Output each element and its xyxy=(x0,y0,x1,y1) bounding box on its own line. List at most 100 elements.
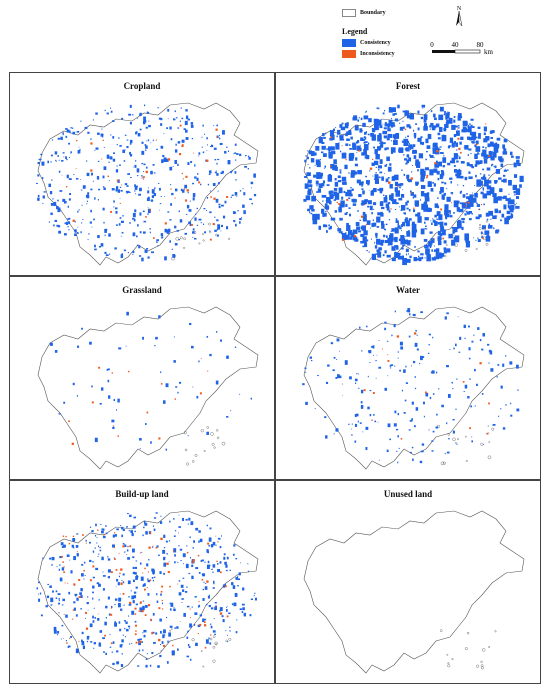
consistency-patch xyxy=(498,177,502,180)
consistency-patch xyxy=(473,237,474,239)
consistency-patch xyxy=(400,247,404,250)
consistency-patch xyxy=(334,210,338,213)
consistency-patch xyxy=(81,639,83,643)
consistency-patch xyxy=(308,150,312,155)
consistency-patch xyxy=(433,245,436,247)
consistency-patch xyxy=(390,196,394,202)
consistency-patch xyxy=(325,435,328,439)
consistency-patch xyxy=(354,423,358,427)
consistency-patch xyxy=(437,177,440,181)
consistency-patch xyxy=(65,614,68,618)
inconsistency-patch xyxy=(201,578,204,581)
consistency-patch xyxy=(492,215,497,220)
consistency-patch xyxy=(395,133,400,139)
consistency-patch xyxy=(397,132,399,135)
consistency-patch xyxy=(115,207,118,210)
consistency-patch xyxy=(432,219,436,223)
panel-title-forest: Forest xyxy=(395,81,421,91)
consistency-patch xyxy=(173,518,175,520)
consistency-patch xyxy=(368,350,372,354)
consistency-patch xyxy=(346,122,349,126)
consistency-patch xyxy=(424,193,429,198)
consistency-patch xyxy=(41,177,44,180)
consistency-patch xyxy=(385,195,388,198)
consistency-patch xyxy=(184,591,188,593)
consistency-patch xyxy=(76,178,79,180)
consistency-patch xyxy=(145,166,148,169)
inconsistency-patch xyxy=(84,611,87,614)
consistency-patch xyxy=(36,182,38,184)
consistency-patch xyxy=(97,199,99,201)
inconsistency-patch xyxy=(456,128,458,130)
consistency-patch xyxy=(46,595,50,599)
consistency-patch xyxy=(95,112,98,115)
consistency-patch xyxy=(103,187,106,190)
consistency-patch xyxy=(147,139,150,142)
consistency-patch xyxy=(174,627,177,629)
consistency-patch xyxy=(471,440,473,443)
inconsistency-patch xyxy=(160,537,163,541)
consistency-patch xyxy=(63,544,66,548)
consistency-patch xyxy=(214,216,216,218)
consistency-patch xyxy=(348,153,354,161)
consistency-patch xyxy=(468,218,472,221)
consistency-patch xyxy=(59,577,63,582)
consistency-patch xyxy=(310,359,313,362)
consistency-patch xyxy=(192,547,194,549)
consistency-patch xyxy=(89,526,92,528)
consistency-patch xyxy=(412,196,415,199)
consistency-patch xyxy=(204,583,207,584)
consistency-patch xyxy=(493,196,498,204)
consistency-patch xyxy=(493,227,495,230)
consistency-patch xyxy=(431,126,436,131)
consistency-patch xyxy=(71,544,74,548)
consistency-patch xyxy=(143,634,146,638)
consistency-patch xyxy=(351,434,353,436)
consistency-patch xyxy=(357,170,362,175)
consistency-patch xyxy=(186,655,190,658)
consistency-patch xyxy=(141,141,144,144)
inconsistency-patch xyxy=(134,607,137,610)
consistency-patch xyxy=(479,173,482,175)
inconsistency-patch xyxy=(161,585,164,588)
consistency-patch xyxy=(361,188,364,191)
consistency-patch xyxy=(169,520,171,523)
inconsistency-patch xyxy=(434,162,437,165)
consistency-patch xyxy=(247,570,250,572)
consistency-patch xyxy=(187,162,190,166)
consistency-patch xyxy=(94,197,96,200)
consistency-patch xyxy=(362,138,366,141)
consistency-patch xyxy=(441,135,447,142)
consistency-patch xyxy=(337,175,341,179)
consistency-patch xyxy=(198,360,200,363)
consistency-patch xyxy=(376,146,381,151)
consistency-patch xyxy=(384,173,386,174)
inconsistency-patch xyxy=(181,144,184,147)
consistency-patch xyxy=(503,178,507,183)
consistency-patch xyxy=(400,237,405,245)
consistency-patch xyxy=(316,191,319,193)
consistency-patch xyxy=(404,148,407,151)
consistency-patch xyxy=(464,233,470,241)
consistency-patch xyxy=(502,151,508,155)
consistency-patch xyxy=(105,652,107,655)
consistency-patch xyxy=(348,213,352,217)
consistency-patch xyxy=(130,590,132,592)
consistency-patch xyxy=(381,206,385,210)
consistency-patch xyxy=(116,144,119,146)
consistency-patch xyxy=(147,256,150,259)
consistency-patch xyxy=(36,587,39,590)
consistency-patch xyxy=(167,108,170,112)
consistency-patch xyxy=(477,237,479,239)
consistency-patch xyxy=(416,334,418,336)
consistency-patch xyxy=(221,204,224,207)
inconsistency-patch xyxy=(160,383,163,385)
consistency-patch xyxy=(385,239,389,243)
consistency-patch xyxy=(356,179,361,184)
consistency-patch xyxy=(477,239,481,243)
consistency-patch xyxy=(352,229,358,234)
consistency-patch xyxy=(481,348,484,351)
consistency-patch xyxy=(376,107,379,110)
consistency-patch xyxy=(435,252,439,256)
consistency-patch xyxy=(141,162,144,165)
